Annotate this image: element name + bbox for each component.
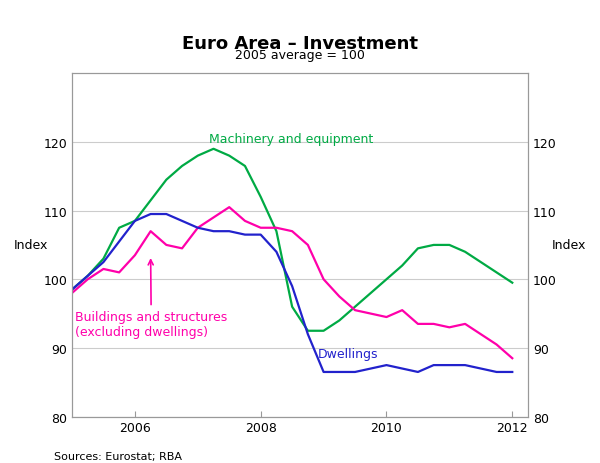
Text: 2005 average = 100: 2005 average = 100 xyxy=(235,49,365,62)
Text: Sources: Eurostat; RBA: Sources: Eurostat; RBA xyxy=(54,450,182,461)
Text: Index: Index xyxy=(552,239,586,252)
Text: Buildings and structures
(excluding dwellings): Buildings and structures (excluding dwel… xyxy=(75,260,227,338)
Text: Dwellings: Dwellings xyxy=(318,347,379,360)
Title: Euro Area – Investment: Euro Area – Investment xyxy=(182,35,418,53)
Text: Index: Index xyxy=(14,239,48,252)
Text: Machinery and equipment: Machinery and equipment xyxy=(209,132,373,145)
